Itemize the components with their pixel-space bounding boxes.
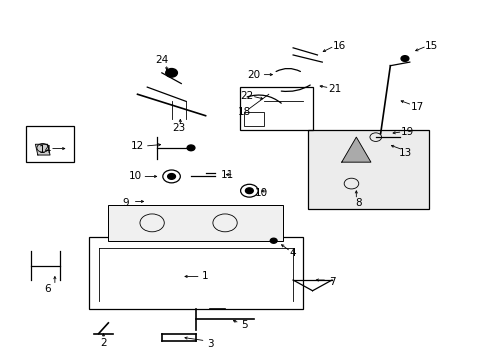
Text: 11: 11 bbox=[221, 170, 234, 180]
Text: 17: 17 bbox=[409, 102, 423, 112]
Polygon shape bbox=[341, 137, 370, 162]
Bar bbox=[89, 237, 302, 309]
Text: 19: 19 bbox=[400, 127, 413, 137]
Text: 18: 18 bbox=[237, 107, 251, 117]
Text: 7: 7 bbox=[328, 277, 335, 287]
Text: 24: 24 bbox=[155, 55, 168, 65]
Bar bbox=[26, 126, 74, 162]
Circle shape bbox=[400, 56, 408, 62]
Text: 2: 2 bbox=[100, 338, 106, 347]
Text: 15: 15 bbox=[424, 41, 437, 51]
Bar bbox=[244, 112, 264, 126]
Text: 23: 23 bbox=[172, 123, 185, 133]
Text: 4: 4 bbox=[289, 248, 296, 258]
Bar bbox=[239, 87, 312, 130]
Text: 9: 9 bbox=[122, 198, 128, 208]
Text: 8: 8 bbox=[355, 198, 361, 208]
Circle shape bbox=[165, 68, 177, 77]
Text: 12: 12 bbox=[131, 141, 144, 151]
Text: 10: 10 bbox=[128, 171, 142, 181]
Text: 10: 10 bbox=[254, 188, 267, 198]
Bar bbox=[108, 205, 283, 241]
Bar bbox=[307, 130, 428, 208]
Text: 6: 6 bbox=[44, 284, 51, 294]
Text: 13: 13 bbox=[398, 148, 411, 158]
Text: 21: 21 bbox=[327, 84, 340, 94]
Text: 20: 20 bbox=[247, 69, 260, 80]
Circle shape bbox=[187, 145, 195, 151]
Text: 1: 1 bbox=[202, 271, 208, 282]
Circle shape bbox=[270, 238, 277, 243]
Text: 14: 14 bbox=[39, 145, 52, 155]
Text: 5: 5 bbox=[241, 320, 247, 330]
Circle shape bbox=[167, 174, 175, 179]
Text: 16: 16 bbox=[332, 41, 345, 51]
Text: 3: 3 bbox=[207, 339, 213, 349]
Polygon shape bbox=[35, 144, 50, 155]
Text: 22: 22 bbox=[240, 91, 253, 101]
Circle shape bbox=[245, 188, 253, 194]
